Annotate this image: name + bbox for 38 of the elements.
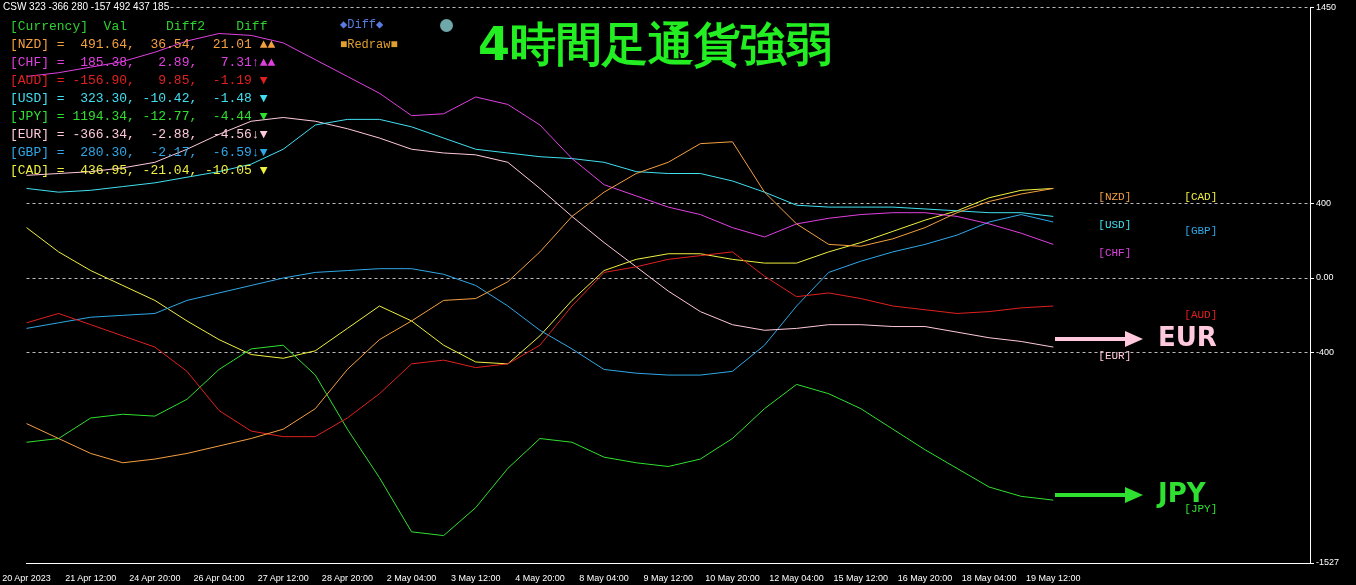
x-tick-label: 10 May 20:00 [705,572,760,583]
x-tick-label: 26 Apr 04:00 [193,572,245,583]
text: [AUD] [1184,308,1218,321]
x-tick-label: 3 May 12:00 [450,572,501,583]
x-tick-label: 15 May 12:00 [833,572,889,583]
y-tick-label: -1527 [1316,557,1340,568]
x-tick-label: 9 May 12:00 [643,572,694,583]
annotation: [AUD] = -156.90, 9.85, -1.19 ▼ [10,72,268,90]
annotation: [Currency] Val Diff2 Diff [10,18,268,36]
text: [CHF] [1098,247,1132,260]
x-tick-label: 19 May 12:00 [1026,572,1081,583]
annotation: ■Redraw■ [340,37,398,54]
text: [GBP] [1184,224,1218,237]
x-tick-label: 16 May 20:00 [897,572,953,583]
x-tick-label: 8 May 04:00 [579,572,629,583]
text: [CAD] [1184,191,1218,204]
chart-title: 4時間足通貨強弱 [478,16,833,73]
x-tick-label: 21 Apr 12:00 [65,572,117,583]
x-tick-label: 4 May 20:00 [515,572,565,583]
x-tick-label: 20 Apr 2023 [2,572,51,583]
x-tick-label: 27 Apr 12:00 [257,572,309,583]
y-tick-label: -400 [1316,347,1335,358]
x-tick-label: 28 Apr 20:00 [321,572,373,583]
text: [USD] [1098,219,1132,232]
y-tick-label: 1450 [1316,1,1337,12]
y-tick-label: 400 [1316,197,1332,208]
annotation: ◆Diff◆ [340,17,384,34]
x-tick-label: 18 May 04:00 [961,572,1017,583]
x-tick-label: 2 May 04:00 [386,572,437,583]
y-tick-label: 0.00 [1316,272,1334,283]
annotation: EUR [1158,322,1217,352]
x-tick-label: 24 Apr 20:00 [129,572,181,583]
annotation: [USD] = 323.30, -10.42, -1.48 ▼ [10,90,268,108]
text: [EUR] [1098,349,1132,362]
annotation: CSW 323 -366 280 -157 492 437 185 [3,1,170,13]
text: [NZD] [1098,191,1132,204]
x-tick-label: 12 May 04:00 [769,572,824,583]
annotation: [EUR] = -366.34, -2.88, -4.56↓▼ [10,126,268,144]
